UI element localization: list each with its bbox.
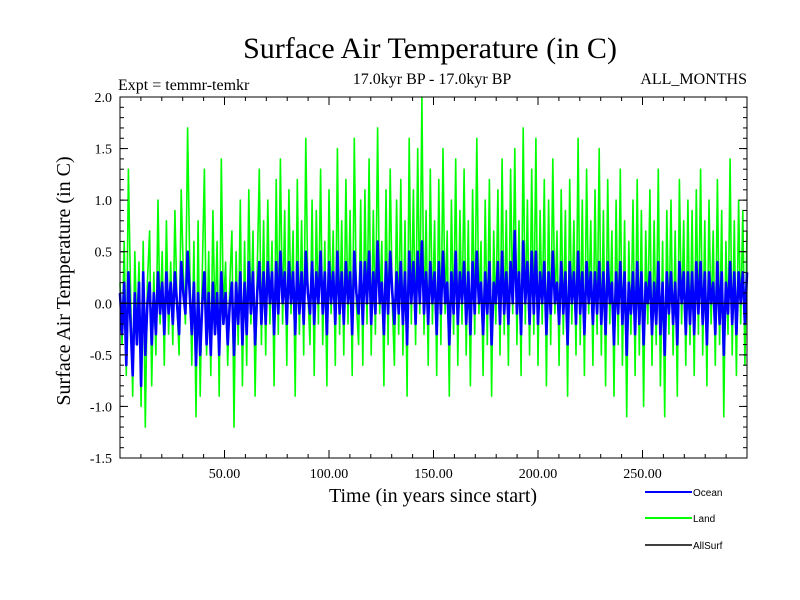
legend: Ocean Land AllSurf [645, 488, 723, 552]
y-tick-label: 0.5 [95, 246, 113, 261]
y-tick-label: -0.5 [90, 349, 112, 364]
y-tick-label: 0.0 [95, 297, 113, 312]
y-tick-label: -1.0 [90, 400, 112, 415]
land-line [119, 96, 748, 428]
ocean-line [118, 229, 749, 388]
land-series [119, 96, 748, 428]
chart-title: Surface Air Temperature (in C) [243, 32, 617, 65]
x-tick-label: 50.00 [209, 467, 241, 482]
y-axis: -1.5 -1.0 -0.5 0.0 0.5 1.0 1.5 2.0 [90, 91, 747, 467]
experiment-label: Expt = temmr-temkr [118, 77, 250, 94]
x-axis: 50.00 100.00 150.00 200.00 250.00 [140, 97, 727, 482]
legend-label-land: Land [693, 514, 715, 525]
legend-label-allsurf: AllSurf [693, 541, 723, 552]
ocean-series [118, 229, 749, 388]
y-axis-label: Surface Air Temperature (in C) [53, 156, 75, 405]
months-label: ALL_MONTHS [640, 71, 747, 88]
x-tick-label: 250.00 [623, 467, 662, 482]
y-tick-label: 1.5 [95, 143, 113, 158]
period-label: 17.0kyr BP - 17.0kyr BP [353, 71, 512, 88]
legend-label-ocean: Ocean [693, 488, 722, 499]
y-tick-label: -1.5 [90, 452, 112, 467]
x-axis-label: Time (in years since start) [329, 485, 537, 507]
x-tick-label: 200.00 [519, 467, 558, 482]
y-tick-label: 1.0 [95, 194, 113, 209]
x-tick-label: 150.00 [414, 467, 453, 482]
x-tick-label: 100.00 [310, 467, 349, 482]
y-tick-label: 2.0 [95, 91, 113, 106]
